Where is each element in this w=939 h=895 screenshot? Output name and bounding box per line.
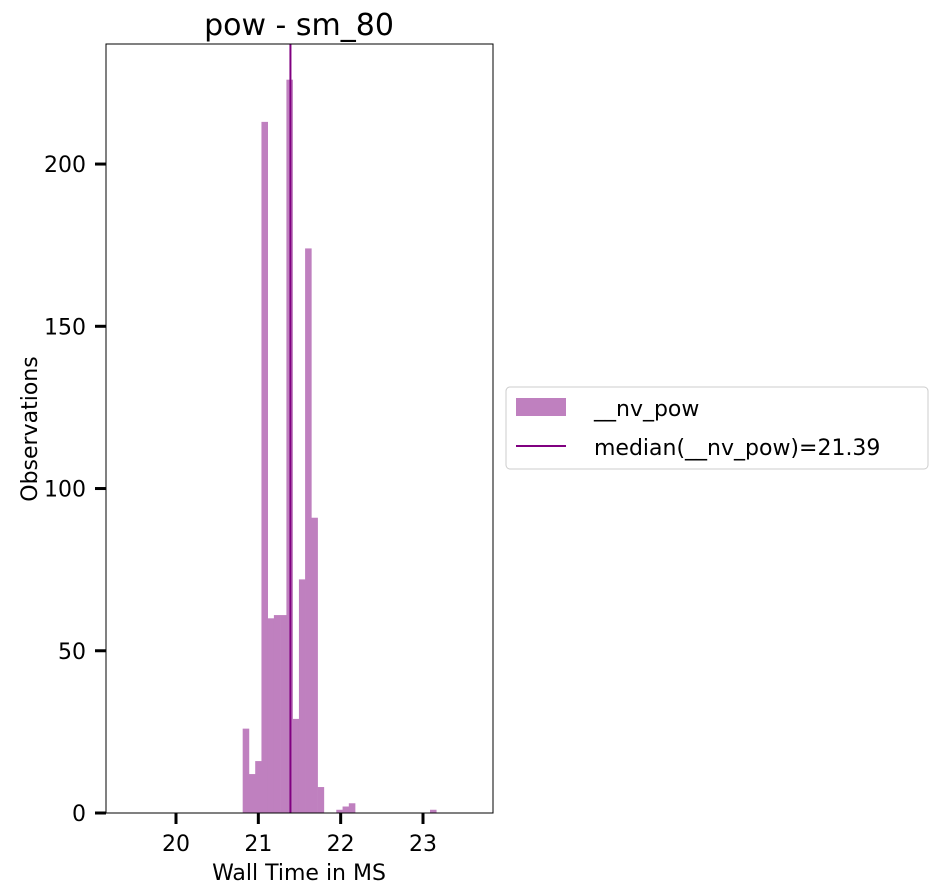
x-tick-label: 20: [162, 832, 190, 857]
histogram-bar-6: [280, 615, 287, 813]
legend: __nv_pow median(__nv_pow)=21.39: [505, 386, 929, 470]
legend-label-histogram: __nv_pow: [593, 397, 699, 422]
legend-swatch-histogram: [516, 398, 566, 416]
plot-frame: [105, 43, 494, 814]
x-tick-label: 21: [244, 832, 272, 857]
y-tick-label: 100: [44, 478, 86, 503]
y-tick-label: 150: [44, 315, 86, 340]
histogram-bar-10: [305, 248, 312, 813]
histogram-bar-15: [348, 803, 356, 813]
histogram-bar-13: [336, 809, 343, 813]
histogram-bar-3: [261, 121, 269, 814]
x-tick-label: 22: [327, 832, 355, 857]
histogram-bar-14: [342, 806, 350, 813]
histogram-bar-5: [273, 615, 281, 813]
y-tick-label: 50: [58, 640, 86, 665]
legend-label-median: median(__nv_pow)=21.39: [594, 436, 880, 461]
histogram-bar-2: [255, 761, 262, 813]
histogram-bar-16: [430, 809, 437, 813]
legend-box: [505, 386, 929, 470]
histogram-bar-1: [248, 774, 256, 813]
y-axis-label: Observations: [18, 356, 43, 501]
histogram-bar-12: [317, 787, 325, 813]
histogram-bar-8: [292, 718, 300, 813]
x-axis-ticks: 20 21 22 23: [162, 813, 437, 857]
histogram-bar-0: [242, 728, 250, 813]
chart-title: pow - sm_80: [204, 8, 394, 43]
y-axis-ticks: 0 50 100 150 200: [44, 153, 106, 827]
histogram-bar-9: [298, 579, 306, 813]
x-tick-label: 23: [409, 832, 437, 857]
histogram-bar-11: [311, 517, 318, 813]
y-tick-label: 0: [72, 802, 86, 827]
y-tick-label: 200: [44, 153, 86, 178]
histogram-bar-4: [267, 618, 275, 813]
x-axis-label: Wall Time in MS: [212, 861, 386, 886]
histogram-bars: [242, 79, 437, 814]
